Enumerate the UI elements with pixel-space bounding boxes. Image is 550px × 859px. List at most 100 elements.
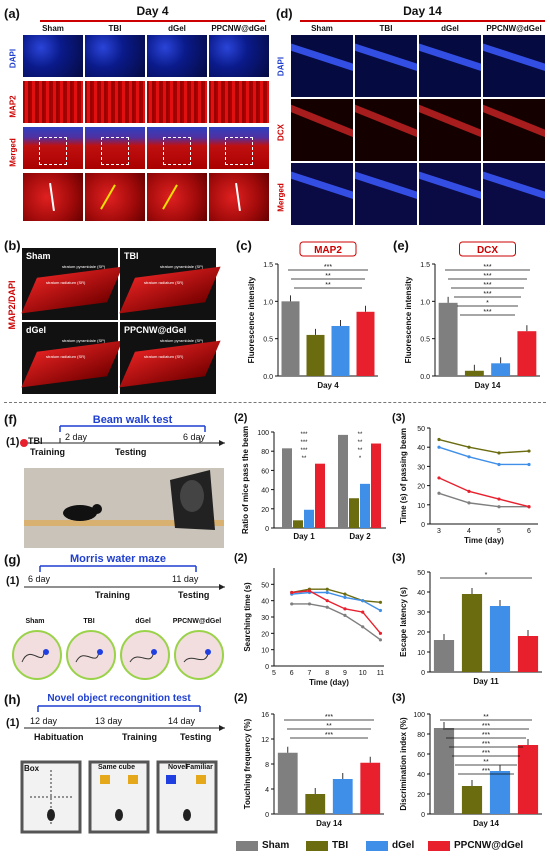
x-tick-label: 11 [377, 670, 384, 677]
sig-label: *** [483, 291, 491, 298]
bar [277, 752, 298, 814]
bar [281, 301, 300, 376]
tile-3d: PPCNW@dGel stratum pyramidale (SP) strat… [119, 322, 221, 394]
sig-label: ** [325, 273, 331, 280]
sig-label: *** [300, 440, 308, 446]
tbi-marker-label: TBI [28, 436, 43, 446]
tissue-slab [21, 340, 123, 388]
zoom-region-box [101, 137, 129, 165]
sig-label: *** [483, 264, 491, 271]
chart-f2-label: (2) [234, 412, 248, 424]
img-d-r1-c2 [418, 98, 482, 162]
sig-label: *** [482, 768, 490, 775]
legend-tbi: TBI [306, 840, 348, 851]
img-a-r3-c3 [208, 172, 270, 222]
img-d-r2-c3 [482, 162, 546, 226]
tile-sp-label: stratum pyramidale (SP) [62, 338, 106, 343]
series-point [378, 631, 383, 635]
img-a-r0-c2 [146, 34, 208, 78]
panel-f-sub1: (1) [6, 436, 20, 448]
chart-g3-label: (3) [392, 552, 406, 564]
day12-label: 12 day [30, 716, 58, 726]
sig-label: ** [325, 282, 331, 289]
series-line [438, 492, 529, 508]
bar [517, 745, 539, 814]
legend-dgel: dGel [366, 840, 414, 851]
y-axis-label: Fluorescence intensity [247, 276, 256, 363]
img-d-r1-c0 [290, 98, 354, 162]
sig-label: ** [326, 723, 332, 730]
img-d-r0-c3 [482, 34, 546, 98]
series-point [527, 505, 531, 509]
habituation-label: Habituation [34, 732, 84, 742]
y-tick-label: 1.5 [420, 262, 430, 269]
series-point [361, 610, 365, 614]
day13-label: 13 day [95, 716, 123, 726]
bar [464, 370, 484, 376]
y-tick-label: 0 [265, 812, 269, 819]
sig-label: *** [300, 448, 308, 454]
section-divider [4, 402, 546, 403]
x-axis-label: Day 4 [317, 381, 339, 390]
series-point [307, 602, 312, 606]
panel-a-label: (a) [4, 6, 20, 21]
day2-label: 2 day [65, 432, 88, 442]
y-tick-label: 0.0 [420, 374, 430, 381]
tissue-slab [119, 340, 221, 388]
y-tick-label: 20 [261, 507, 269, 514]
cell-layer-band [355, 169, 417, 204]
bar [306, 334, 325, 376]
panel-g-sub1: (1) [6, 575, 20, 587]
series-line [438, 438, 530, 454]
series-point [437, 491, 441, 495]
cell-layer-band [291, 102, 353, 143]
x-axis-label: Day 14 [316, 819, 342, 828]
series-point [467, 445, 471, 449]
series-point [325, 587, 329, 591]
series-line [438, 477, 530, 508]
y-axis-label: Searching time (s) [243, 582, 252, 652]
y-tick-label: 0 [265, 526, 269, 533]
series-point [361, 625, 365, 629]
tissue-slab [21, 266, 123, 314]
y-tick-label: 100 [257, 430, 269, 437]
col-sham: Sham [42, 24, 64, 33]
chart-h3: 0 20 40 60 80 100 Discrimination index (%) Day … [399, 712, 542, 828]
series-point [343, 613, 347, 617]
cell-layer-band [291, 169, 353, 204]
y-tick-label: 40 [261, 488, 269, 495]
zoom-arrow [49, 182, 55, 212]
x-tick-label: 9 [343, 670, 347, 677]
panel-h-label: (h) [4, 692, 21, 707]
y-tick-label: 50 [417, 426, 425, 433]
chart-h3-label: (3) [392, 692, 406, 704]
zoom-region-box [163, 137, 191, 165]
series-point [378, 608, 383, 613]
bar [349, 498, 359, 528]
sig-label: *** [325, 714, 333, 721]
series-line [291, 591, 381, 612]
y-axis-label: Escape latency (s) [399, 587, 408, 657]
img-d-r0-c0 [290, 34, 354, 98]
series-point [467, 489, 471, 493]
img-a-r2-c2 [146, 126, 208, 170]
sig-label: *** [325, 732, 333, 739]
y-tick-label: 100 [413, 712, 425, 719]
img-a-r2-c1 [84, 126, 146, 170]
tile-sp-label: stratum pyramidale (SP) [160, 338, 204, 343]
x-tick-label: 6 [290, 670, 294, 677]
x-tick-label: 5 [497, 528, 501, 535]
y-tick-label: 60 [417, 752, 425, 759]
series-point [437, 437, 441, 442]
img-d-r1-c3 [482, 98, 546, 162]
y-axis-label: Ratio of mice pass the beam [241, 426, 250, 534]
tile-sp-label: stratum pyramidale (SP) [160, 264, 204, 269]
training-label: Training [30, 447, 66, 457]
series-point [527, 462, 531, 467]
bar [433, 728, 455, 814]
maze-circle [120, 630, 170, 680]
tile-label: Sham [26, 251, 51, 261]
y-tick-label: 10 [417, 650, 425, 657]
col-ppcnw-d: PPCNW@dGel [486, 24, 542, 33]
